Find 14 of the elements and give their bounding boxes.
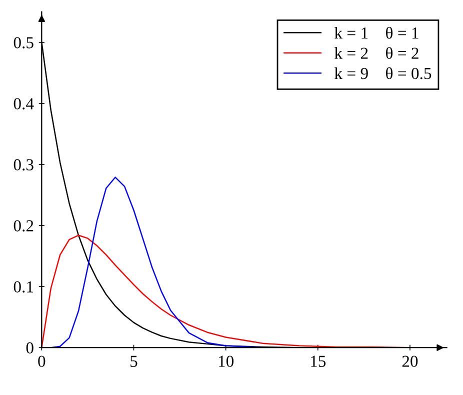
y-tick-label: 0.2: [14, 220, 34, 232]
x-tick-label: 5: [130, 356, 138, 367]
legend-label: k = 9 θ = 0.5: [334, 67, 432, 80]
y-tick-label: 0.4: [14, 98, 34, 110]
x-tick-label: 10: [218, 356, 234, 367]
y-tick-label: 0: [26, 342, 34, 354]
x-tick-label: 20: [402, 356, 418, 367]
y-tick-label: 0.3: [14, 159, 34, 170]
legend-label: k = 1 θ = 1: [334, 26, 418, 39]
y-tick-label: 0.1: [14, 281, 34, 293]
x-tick-label: 15: [311, 356, 326, 367]
y-tick-label: 0.5: [14, 37, 34, 48]
legend-label: k = 2 θ = 2: [334, 47, 418, 59]
x-tick-label: 0: [38, 356, 46, 367]
